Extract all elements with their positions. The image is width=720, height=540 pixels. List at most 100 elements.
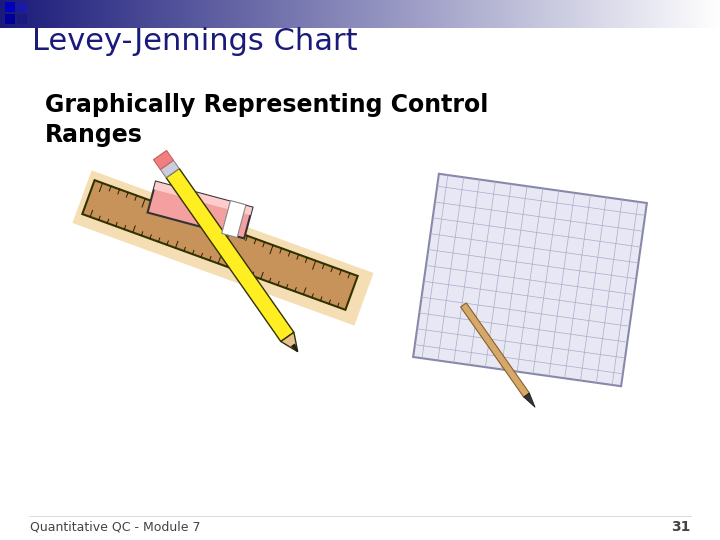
Bar (411, 0, 412, 28)
Bar (169, 0, 170, 28)
Bar (631, 0, 632, 28)
Bar (180, 0, 181, 28)
Bar (274, 0, 275, 28)
Bar (444, 0, 445, 28)
Bar (553, 0, 554, 28)
Bar (415, 0, 416, 28)
Bar (50, 0, 51, 28)
Bar (187, 0, 188, 28)
Bar (603, 0, 604, 28)
Bar (248, 0, 249, 28)
Bar (570, 0, 571, 28)
Bar (659, 0, 660, 28)
Bar (7, 0, 8, 28)
Bar (308, 0, 309, 28)
Bar (140, 0, 141, 28)
Bar (307, 0, 308, 28)
Bar (700, 0, 701, 28)
Bar (101, 0, 102, 28)
Bar (319, 0, 320, 28)
Bar (652, 0, 653, 28)
Bar (622, 0, 623, 28)
Bar (406, 0, 407, 28)
Bar (531, 0, 532, 28)
Text: 31: 31 (670, 520, 690, 534)
Bar (237, 0, 238, 28)
Bar (48, 0, 49, 28)
Bar (97, 0, 98, 28)
Bar (563, 0, 564, 28)
Bar (564, 0, 565, 28)
Bar (412, 0, 413, 28)
Bar (96, 0, 97, 28)
Bar (506, 0, 507, 28)
Bar (252, 0, 253, 28)
Bar (110, 0, 111, 28)
Bar (284, 0, 285, 28)
Bar (498, 0, 499, 28)
Bar (90, 0, 91, 28)
Bar (52, 0, 53, 28)
Bar (390, 0, 391, 28)
Bar (633, 0, 634, 28)
Bar (683, 0, 684, 28)
Bar (210, 0, 211, 28)
Bar (668, 0, 669, 28)
Bar (36, 0, 37, 28)
Bar (496, 0, 497, 28)
Bar (695, 0, 696, 28)
Bar (698, 0, 699, 28)
Bar (267, 0, 268, 28)
Bar (358, 0, 359, 28)
Bar (166, 0, 167, 28)
Bar (532, 0, 533, 28)
Bar (654, 0, 655, 28)
Bar (74, 0, 75, 28)
Bar (474, 0, 475, 28)
Bar (102, 0, 103, 28)
Bar (648, 0, 649, 28)
Bar (566, 0, 567, 28)
Bar (42, 0, 43, 28)
Polygon shape (73, 171, 374, 326)
Bar (204, 0, 205, 28)
Bar (208, 0, 209, 28)
Bar (593, 0, 594, 28)
Bar (71, 0, 72, 28)
Bar (706, 0, 707, 28)
Bar (37, 0, 38, 28)
Bar (525, 0, 526, 28)
Bar (575, 0, 576, 28)
Bar (386, 0, 387, 28)
Bar (644, 0, 645, 28)
Bar (369, 0, 370, 28)
Bar (594, 0, 595, 28)
Bar (379, 0, 380, 28)
Bar (17, 14, 27, 24)
Bar (337, 0, 338, 28)
Bar (482, 0, 483, 28)
Polygon shape (161, 160, 179, 178)
Bar (66, 0, 67, 28)
Bar (213, 0, 214, 28)
Bar (514, 0, 515, 28)
Bar (661, 0, 662, 28)
Polygon shape (281, 332, 297, 352)
Bar (227, 0, 228, 28)
Bar (352, 0, 353, 28)
Bar (182, 0, 183, 28)
Bar (676, 0, 677, 28)
Bar (78, 0, 79, 28)
Bar (371, 0, 372, 28)
Bar (381, 0, 382, 28)
Bar (613, 0, 614, 28)
Bar (249, 0, 250, 28)
Bar (694, 0, 695, 28)
Bar (365, 0, 366, 28)
Bar (128, 0, 129, 28)
Bar (21, 0, 22, 28)
Bar (142, 0, 143, 28)
Bar (449, 0, 450, 28)
Bar (265, 0, 266, 28)
Bar (495, 0, 496, 28)
